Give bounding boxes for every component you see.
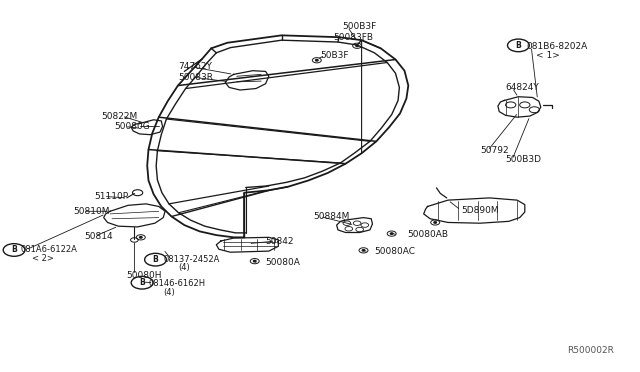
Text: 50822M: 50822M	[101, 112, 138, 121]
Text: < 1>: < 1>	[536, 51, 560, 60]
Circle shape	[390, 233, 393, 234]
Text: 081A6-6122A: 081A6-6122A	[20, 246, 77, 254]
Text: B: B	[516, 41, 521, 50]
Text: 081B6-8202A: 081B6-8202A	[526, 42, 588, 51]
Text: 50792: 50792	[480, 146, 509, 155]
Text: 50080AB: 50080AB	[408, 230, 449, 239]
Text: 50884M: 50884M	[314, 212, 350, 221]
Text: R500002R: R500002R	[568, 346, 614, 355]
Text: 50080G: 50080G	[114, 122, 150, 131]
Text: 500B3F: 500B3F	[342, 22, 377, 31]
Text: 50083FB: 50083FB	[333, 33, 372, 42]
Text: 50083R: 50083R	[178, 73, 213, 81]
Text: B: B	[153, 255, 158, 264]
Text: 64824Y: 64824Y	[506, 83, 540, 92]
Text: 50B3F: 50B3F	[320, 51, 349, 60]
Text: 50810M: 50810M	[74, 207, 110, 216]
Text: 08146-6162H: 08146-6162H	[148, 279, 205, 288]
Text: (4): (4)	[178, 263, 189, 272]
Circle shape	[434, 222, 436, 223]
Circle shape	[356, 45, 358, 46]
Text: 50842: 50842	[266, 237, 294, 246]
Text: 500B3D: 500B3D	[506, 155, 541, 164]
Text: B: B	[12, 246, 17, 254]
Circle shape	[362, 250, 365, 251]
Text: 50814: 50814	[84, 232, 113, 241]
Text: (4): (4)	[163, 288, 175, 296]
Circle shape	[140, 237, 142, 238]
Text: 5D890M: 5D890M	[461, 206, 499, 215]
Circle shape	[253, 260, 256, 262]
Text: 50080H: 50080H	[127, 271, 162, 280]
Text: B: B	[140, 278, 145, 287]
Text: 50080A: 50080A	[266, 258, 300, 267]
Text: 51110P: 51110P	[95, 192, 129, 201]
Text: 74762Y: 74762Y	[178, 62, 212, 71]
Text: 08137-2452A: 08137-2452A	[163, 255, 220, 264]
Text: < 2>: < 2>	[32, 254, 54, 263]
Circle shape	[316, 60, 318, 61]
Text: 50080AC: 50080AC	[374, 247, 415, 256]
